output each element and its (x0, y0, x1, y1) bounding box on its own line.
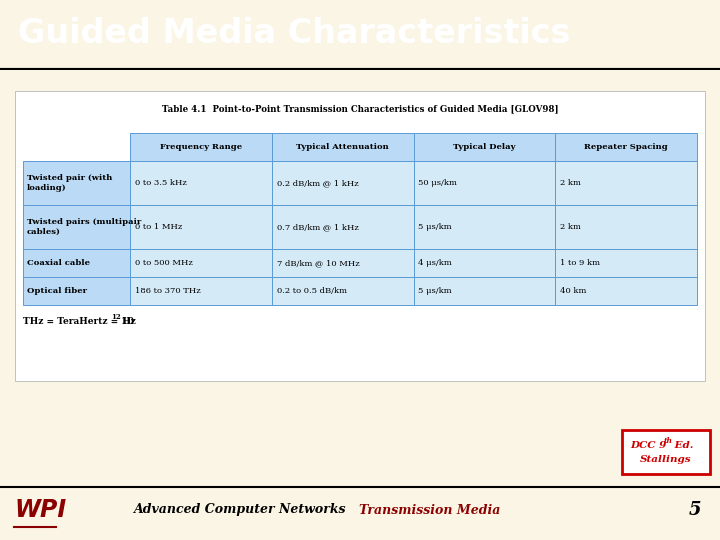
FancyBboxPatch shape (555, 161, 697, 205)
Text: THz = TeraHertz = 10: THz = TeraHertz = 10 (23, 316, 134, 326)
Text: Optical fiber: Optical fiber (27, 287, 87, 295)
Text: 0 to 1 MHz: 0 to 1 MHz (135, 223, 182, 231)
FancyBboxPatch shape (23, 249, 130, 277)
Text: Typical Attenuation: Typical Attenuation (296, 143, 389, 151)
Text: Ed.: Ed. (671, 441, 693, 450)
Text: 2 km: 2 km (560, 179, 581, 187)
Text: Frequency Range: Frequency Range (160, 143, 242, 151)
Text: Twisted pair (with
loading): Twisted pair (with loading) (27, 174, 112, 192)
FancyBboxPatch shape (555, 249, 697, 277)
Text: 4 μs/km: 4 μs/km (418, 259, 452, 267)
FancyBboxPatch shape (271, 205, 413, 249)
FancyBboxPatch shape (555, 277, 697, 305)
FancyBboxPatch shape (271, 249, 413, 277)
FancyBboxPatch shape (413, 249, 555, 277)
Text: 186 to 370 THz: 186 to 370 THz (135, 287, 201, 295)
FancyBboxPatch shape (23, 161, 130, 205)
FancyBboxPatch shape (130, 161, 271, 205)
FancyBboxPatch shape (130, 133, 271, 161)
Text: Advanced Computer Networks: Advanced Computer Networks (134, 503, 346, 516)
Text: 5 μs/km: 5 μs/km (418, 287, 452, 295)
FancyBboxPatch shape (271, 277, 413, 305)
FancyBboxPatch shape (413, 161, 555, 205)
Text: 0.2 to 0.5 dB/km: 0.2 to 0.5 dB/km (276, 287, 347, 295)
Text: Hz: Hz (119, 316, 136, 326)
FancyBboxPatch shape (555, 205, 697, 249)
Text: 50 μs/km: 50 μs/km (418, 179, 457, 187)
Text: 0 to 3.5 kHz: 0 to 3.5 kHz (135, 179, 186, 187)
FancyBboxPatch shape (413, 277, 555, 305)
Text: th: th (664, 437, 673, 446)
Text: Typical Delay: Typical Delay (453, 143, 516, 151)
Text: WPI: WPI (14, 498, 66, 522)
Text: 0.7 dB/km @ 1 kHz: 0.7 dB/km @ 1 kHz (276, 223, 359, 231)
Text: 0.2 dB/km @ 1 kHz: 0.2 dB/km @ 1 kHz (276, 179, 359, 187)
FancyBboxPatch shape (130, 277, 271, 305)
Text: Repeater Spacing: Repeater Spacing (584, 143, 668, 151)
FancyBboxPatch shape (413, 133, 555, 161)
Text: Transmission Media: Transmission Media (359, 503, 500, 516)
Text: 40 km: 40 km (560, 287, 587, 295)
FancyBboxPatch shape (271, 133, 413, 161)
Text: 7 dB/km @ 10 MHz: 7 dB/km @ 10 MHz (276, 259, 359, 267)
FancyBboxPatch shape (23, 277, 130, 305)
Text: Table 4.1  Point-to-Point Transmission Characteristics of Guided Media [GLOV98]: Table 4.1 Point-to-Point Transmission Ch… (162, 105, 558, 114)
Text: Coaxial cable: Coaxial cable (27, 259, 90, 267)
FancyBboxPatch shape (622, 430, 710, 474)
Text: DCC 9: DCC 9 (630, 441, 667, 450)
Text: 2 km: 2 km (560, 223, 581, 231)
FancyBboxPatch shape (15, 91, 705, 381)
FancyBboxPatch shape (413, 205, 555, 249)
FancyBboxPatch shape (271, 161, 413, 205)
FancyBboxPatch shape (130, 205, 271, 249)
Text: 0 to 500 MHz: 0 to 500 MHz (135, 259, 193, 267)
FancyBboxPatch shape (23, 205, 130, 249)
Text: Stallings: Stallings (640, 455, 692, 464)
FancyBboxPatch shape (555, 133, 697, 161)
Text: Twisted pairs (multipair
cables): Twisted pairs (multipair cables) (27, 218, 141, 236)
Text: 5: 5 (689, 501, 701, 519)
Text: Guided Media Characteristics: Guided Media Characteristics (18, 17, 570, 50)
Text: 1 to 9 km: 1 to 9 km (560, 259, 600, 267)
Text: 5 μs/km: 5 μs/km (418, 223, 452, 231)
FancyBboxPatch shape (130, 249, 271, 277)
Text: 12: 12 (111, 313, 121, 321)
